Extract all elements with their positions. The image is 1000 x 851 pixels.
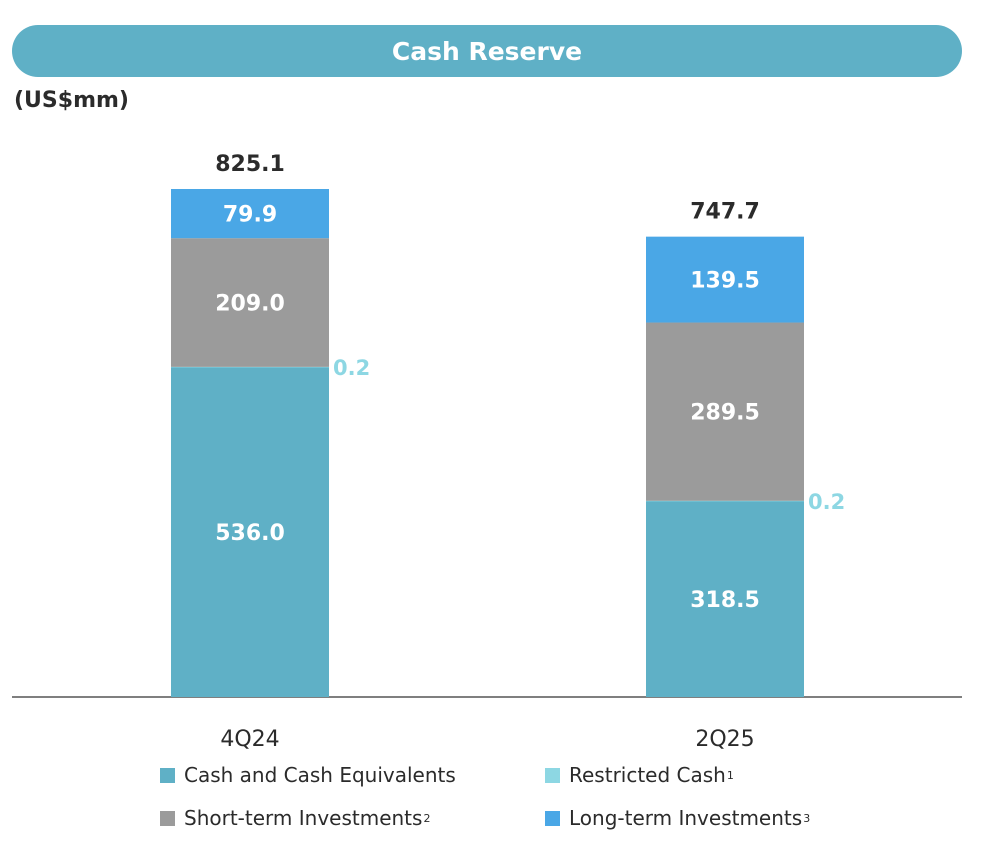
bar-restricted-2q25 [646,500,804,502]
data-label-long_term-4q24: 79.9 [223,203,277,228]
x-tick-label-2q25: 2Q25 [695,727,754,752]
data-label-cash-2q25: 318.5 [690,588,760,613]
legend-item-long-term: Long-term Investments 3 [545,806,810,830]
bar-short_term-4q24 [171,238,329,367]
bar-long_term-4q24 [171,189,329,239]
legend-footnote-2: 2 [423,811,431,825]
data-label-restricted-2q25: 0.2 [808,490,845,514]
legend-item-short-term: Short-term Investments 2 [160,806,430,830]
bar-long_term-2q25 [646,236,804,323]
data-label-long_term-2q25: 139.5 [690,269,760,294]
legend: Cash and Cash Equivalents Restricted Cas… [160,763,920,843]
legend-swatch-cash [160,767,175,783]
legend-item-cash: Cash and Cash Equivalents [160,763,456,787]
total-label-2q25: 747.7 [690,200,760,225]
data-label-short_term-4q24: 209.0 [215,292,285,317]
bar-restricted-4q24 [171,366,329,368]
chart-title: Cash Reserve [391,36,583,66]
chart-title-banner: Cash Reserve [12,25,962,77]
legend-label-short-term: Short-term Investments [184,806,423,830]
bar-cash-4q24 [171,366,329,697]
total-label-4q24: 825.1 [215,152,285,177]
legend-label-long-term: Long-term Investments [569,806,803,830]
legend-swatch-long-term [545,810,560,826]
legend-footnote-3: 3 [803,811,811,825]
bar-cash-2q25 [646,500,804,697]
data-label-cash-4q24: 536.0 [215,521,285,546]
stacked-bar-chart: 536.0 0.2 209.0 79.9 825.1 4Q24 318.5 0.2 289.5 1… [12,152,962,752]
legend-label-restricted: Restricted Cash [569,763,726,787]
legend-footnote-1: 1 [726,768,734,782]
x-tick-label-4q24: 4Q24 [220,727,279,752]
unit-label: (US$mm) [14,88,129,113]
legend-swatch-restricted [545,767,560,783]
data-label-restricted-4q24: 0.2 [333,356,370,380]
legend-item-restricted: Restricted Cash 1 [545,763,734,787]
bar-short_term-2q25 [646,322,804,501]
legend-swatch-short-term [160,810,175,826]
data-label-short_term-2q25: 289.5 [690,401,760,426]
legend-label-cash: Cash and Cash Equivalents [184,763,456,787]
